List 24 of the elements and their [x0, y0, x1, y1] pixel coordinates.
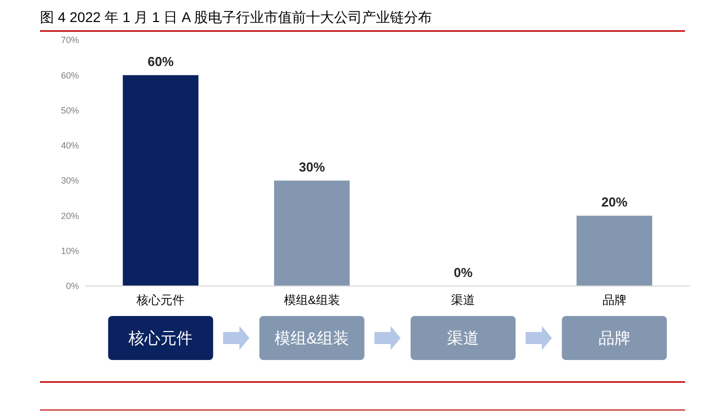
text: 渠道	[447, 330, 480, 348]
x-tick-label: 核心元件	[136, 293, 185, 307]
text: 核心元件	[128, 330, 193, 348]
x-tick-label: 模组&组装	[284, 293, 340, 307]
bar	[122, 75, 198, 286]
data-label: 20%	[601, 194, 628, 210]
y-tick-label: 60%	[60, 70, 79, 80]
y-tick-label: 20%	[60, 210, 79, 221]
x-tick-label: 渠道	[451, 293, 476, 307]
text: 品牌	[598, 330, 630, 348]
bar	[576, 216, 652, 286]
y-tick-label: 40%	[60, 140, 79, 151]
bar	[274, 180, 350, 286]
y-tick-label: 10%	[60, 246, 79, 256]
y-tick-label: 50%	[60, 105, 79, 116]
data-label: 30%	[298, 160, 326, 175]
chart-title: 图 4 2022 年 1 月 1 日 A 股电子行业市值前十大公司产业链分布	[40, 9, 432, 25]
x-tick-label: 品牌	[602, 293, 626, 307]
y-tick-label: 30%	[60, 176, 79, 186]
text: 模组&组装	[274, 330, 350, 348]
data-label: 60%	[148, 54, 174, 70]
y-tick-label: 70%	[60, 35, 79, 46]
y-tick-label: 0%	[66, 281, 79, 292]
data-label: 0%	[454, 265, 473, 280]
